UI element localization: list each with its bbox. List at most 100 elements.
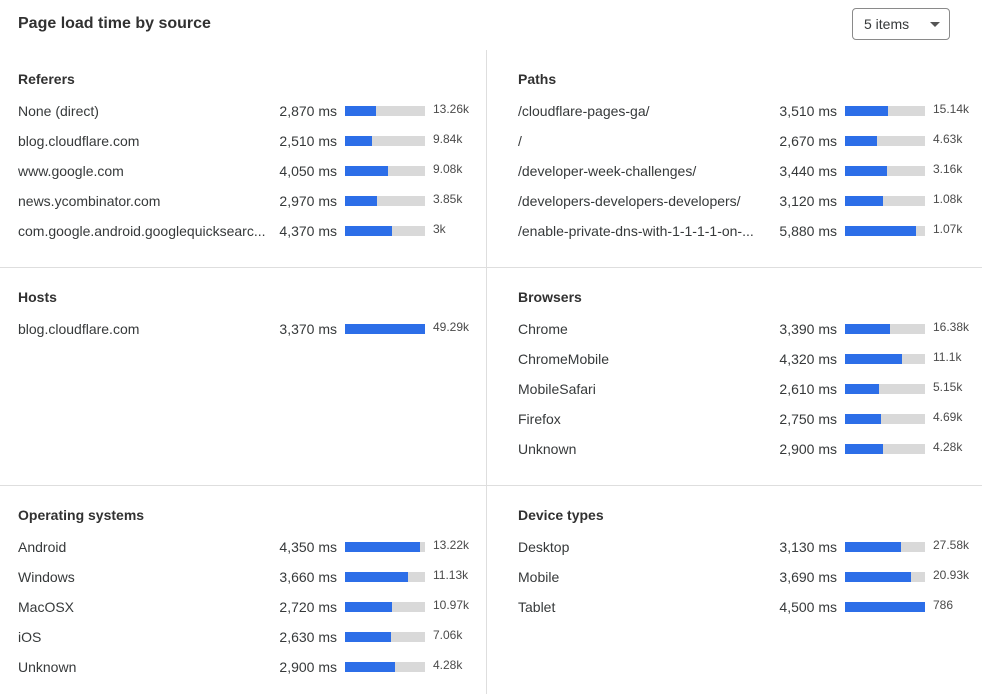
load-time-bar: [845, 542, 925, 552]
load-time: 4,320 ms: [779, 351, 837, 367]
load-time-bar: [845, 324, 925, 334]
request-count: 11.1k: [933, 350, 962, 364]
load-time-bar-fill: [845, 572, 912, 582]
request-count: 3k: [433, 222, 446, 236]
load-time-bar-fill: [845, 354, 902, 364]
load-time-bar: [845, 354, 925, 364]
item-label: com.google.android.googlequicksearc...: [18, 223, 266, 239]
list-item[interactable]: blog.cloudflare.com 2,510 ms 9.84k: [18, 132, 488, 153]
list-item[interactable]: iOS 2,630 ms 7.06k: [18, 628, 488, 649]
list-item[interactable]: / 2,670 ms 4.63k: [518, 132, 982, 153]
list-item[interactable]: blog.cloudflare.com 3,370 ms 49.29k: [18, 320, 488, 341]
item-label: Firefox: [518, 411, 561, 427]
list-item[interactable]: news.ycombinator.com 2,970 ms 3.85k: [18, 192, 488, 213]
load-time-bar-fill: [345, 662, 396, 672]
load-time: 2,510 ms: [279, 133, 337, 149]
item-label: Chrome: [518, 321, 568, 337]
load-time-bar: [345, 602, 425, 612]
request-count: 3.16k: [933, 162, 963, 176]
load-time-bar: [845, 166, 925, 176]
load-time: 2,670 ms: [779, 133, 837, 149]
item-label: /developer-week-challenges/: [518, 163, 697, 179]
load-time-bar-fill: [845, 444, 884, 454]
item-label: Unknown: [18, 659, 77, 675]
item-label: /cloudflare-pages-ga/: [518, 103, 650, 119]
load-time: 2,900 ms: [779, 441, 837, 457]
list-item[interactable]: www.google.com 4,050 ms 9.08k: [18, 162, 488, 183]
load-time-bar-fill: [345, 136, 373, 146]
request-count: 1.08k: [933, 192, 963, 206]
items-count-select[interactable]: 5 items: [852, 8, 950, 40]
item-label: MobileSafari: [518, 381, 596, 397]
item-label: MacOSX: [18, 599, 75, 615]
list-item[interactable]: Android 4,350 ms 13.22k: [18, 538, 488, 559]
load-time: 2,610 ms: [779, 381, 837, 397]
load-time-bar-fill: [845, 226, 917, 236]
load-time: 2,870 ms: [279, 103, 337, 119]
load-time: 2,900 ms: [279, 659, 337, 675]
item-label: /: [518, 133, 522, 149]
list-item[interactable]: /cloudflare-pages-ga/3,510 ms 15.14k: [518, 102, 982, 123]
item-label: Unknown: [518, 441, 577, 457]
load-time-bar: [345, 196, 425, 206]
request-count: 4.28k: [433, 658, 463, 672]
load-time-bar: [345, 572, 425, 582]
list-item[interactable]: Mobile 3,690 ms 20.93k: [518, 568, 982, 589]
request-count: 5.15k: [933, 380, 963, 394]
list-item[interactable]: Unknown 2,900 ms 4.28k: [18, 658, 488, 679]
load-time-bar-fill: [345, 166, 389, 176]
list-item[interactable]: Tablet 4,500 ms 786: [518, 598, 982, 619]
item-label: iOS: [18, 629, 42, 645]
request-count: 16.38k: [933, 320, 970, 334]
load-time: 2,630 ms: [279, 629, 337, 645]
request-count: 1.07k: [933, 222, 963, 236]
request-count: 4.28k: [933, 440, 963, 454]
list-item[interactable]: Firefox 2,750 ms 4.69k: [518, 410, 982, 431]
item-label: Windows: [18, 569, 75, 585]
load-time: 3,390 ms: [779, 321, 837, 337]
list-item[interactable]: Windows 3,660 ms 11.13k: [18, 568, 488, 589]
item-label: /developers-developers-developers/: [518, 193, 741, 209]
load-time-bar-fill: [345, 324, 425, 334]
list-item[interactable]: /developer-week-challenges/3,440 ms 3.16k: [518, 162, 982, 183]
load-time-bar-fill: [345, 632, 391, 642]
load-time-bar-fill: [845, 166, 887, 176]
load-time-bar: [345, 166, 425, 176]
load-time-bar: [845, 444, 925, 454]
list-item[interactable]: com.google.android.googlequicksearc... 4,…: [18, 222, 488, 243]
load-time-bar-fill: [345, 196, 377, 206]
load-time: 3,690 ms: [779, 569, 837, 585]
list-item[interactable]: ChromeMobile 4,320 ms 11.1k: [518, 350, 982, 371]
items-count-value: 5 items: [864, 16, 910, 32]
list-item[interactable]: None (direct) 2,870 ms 13.26k: [18, 102, 488, 123]
request-count: 13.26k: [433, 102, 470, 116]
row-divider: [0, 267, 982, 268]
list-item[interactable]: Chrome 3,390 ms 16.38k: [518, 320, 982, 341]
item-label: news.ycombinator.com: [18, 193, 161, 209]
item-label: ChromeMobile: [518, 351, 610, 367]
list-item[interactable]: MacOSX 2,720 ms 10.97k: [18, 598, 488, 619]
load-time-bar-fill: [345, 572, 409, 582]
load-time-bar-fill: [345, 106, 377, 116]
load-time-bar-fill: [345, 226, 393, 236]
load-time-bar: [845, 572, 925, 582]
request-count: 49.29k: [433, 320, 470, 334]
list-item[interactable]: /enable-private-dns-with-1-1-1-1-on-... 5…: [518, 222, 982, 243]
load-time-bar-fill: [345, 602, 393, 612]
load-time: 2,970 ms: [279, 193, 337, 209]
list-item[interactable]: Unknown 2,900 ms 4.28k: [518, 440, 982, 461]
load-time-bar: [345, 136, 425, 146]
load-time-bar-fill: [845, 106, 889, 116]
list-item[interactable]: Desktop 3,130 ms 27.58k: [518, 538, 982, 559]
list-item[interactable]: /developers-developers-developers/3,120 …: [518, 192, 982, 213]
column-divider: [486, 50, 487, 694]
list-item[interactable]: MobileSafari 2,610 ms 5.15k: [518, 380, 982, 401]
load-time-bar-fill: [845, 542, 901, 552]
load-time: 3,510 ms: [779, 103, 837, 119]
panel-title: Hosts: [18, 289, 57, 305]
load-time-bar: [345, 226, 425, 236]
request-count: 9.84k: [433, 132, 463, 146]
item-label: www.google.com: [18, 163, 124, 179]
request-count: 4.63k: [933, 132, 963, 146]
load-time: 4,050 ms: [279, 163, 337, 179]
